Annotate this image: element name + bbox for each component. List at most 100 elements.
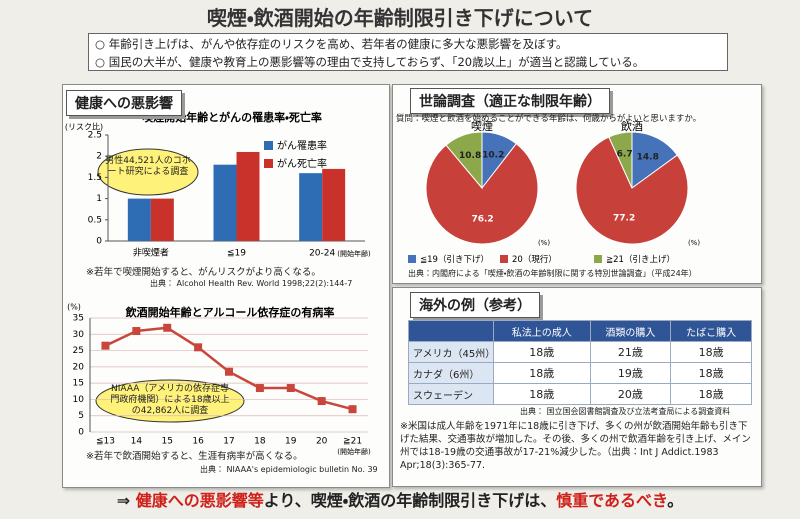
x-tick-label: ≦13 (96, 437, 115, 447)
legend-swatch (500, 255, 508, 263)
y-tick-label: 35 (73, 314, 84, 324)
y-tick-label: 20 (73, 362, 85, 372)
row-header: スウェーデン (408, 383, 494, 405)
overseas-note: ※米国は成人年齢を1971年に18歳に引き下げ、多くの州が飲酒開始年齢も引き下げ… (400, 421, 751, 471)
pie-slice (445, 131, 483, 190)
cell: 18歳 (493, 383, 591, 405)
column-header: 酒類の購入 (589, 320, 672, 342)
annotation-bubble (97, 148, 199, 196)
conclusion-part: 健康への悪影響等 (135, 491, 264, 510)
pie-slice (608, 131, 633, 189)
table-row: スウェーデン 18歳 20歳 18歳 (408, 383, 752, 405)
cell: 18歳 (493, 341, 591, 363)
legend-label: ≧21（引き上げ） (606, 254, 675, 265)
value-label: 76.2 (471, 214, 493, 224)
y-tick-label: 15 (73, 379, 84, 389)
point (286, 384, 295, 393)
source: 出典： NIAAA's epidemiologic bulletin No. 3… (200, 465, 378, 474)
legend-label: がん死亡率 (277, 157, 327, 170)
x-tick-label: 14 (131, 437, 143, 447)
unit-label: (%) (538, 239, 550, 247)
y-axis-label: (リスク比) (65, 122, 103, 132)
table-row: アメリカ（45州） 18歳 21歳 18歳 (408, 341, 752, 363)
value-label: 6.7 (617, 150, 633, 160)
y-tick-label: 0.5 (88, 215, 102, 225)
unit-label: (%) (688, 239, 700, 247)
bullet: ○ 年齢引き上げは、がんや依存症のリスクを高め、若年者の健康に多大な悪影響を及ぼ… (95, 37, 568, 51)
y-axis-label: (%) (67, 303, 81, 312)
legend-swatch (408, 255, 416, 263)
legend-label: ≦19（引き下げ） (420, 254, 489, 265)
bullet-box: ○ 年齢引き上げは、がんや依存症のリスクを高め、若年者の健康に多大な悪影響を及ぼ… (88, 33, 728, 71)
cell: 18歳 (670, 362, 752, 384)
x-tick-label: ≧21 (343, 437, 362, 447)
value-label: 10.8 (459, 151, 481, 161)
point (225, 367, 233, 376)
row-header: カナダ（6州） (408, 362, 494, 384)
note: ※若年で飲酒開始すると、生涯有病率が高くなる。 (86, 451, 303, 462)
cell: 18歳 (670, 341, 752, 363)
source: 出典： Alcohol Health Rev. World 1998;22(2)… (150, 279, 353, 288)
cell: 21歳 (589, 341, 672, 363)
x-tick-label: 17 (223, 437, 234, 447)
table-header: 私法上の成人 酒類の購入 たばこ購入 (408, 320, 752, 342)
point (132, 327, 141, 336)
cell: 18歳 (493, 362, 591, 384)
y-tick-label: 10 (73, 395, 85, 405)
conclusion-part: 。 (667, 491, 684, 510)
y-tick-label: 5 (78, 411, 84, 421)
x-tick-label: 19 (285, 437, 297, 447)
pie-slice (631, 131, 678, 189)
section-heading: 世論調査（適正な制限年齢） (410, 88, 610, 114)
conclusion-part: ⇒ (116, 491, 136, 510)
y-tick-label: 2 (96, 152, 102, 162)
x-tick-label: 非喫煙者 (133, 247, 169, 259)
bar (213, 164, 237, 241)
annotation-bubble (95, 379, 245, 423)
row-header: アメリカ（45州） (408, 341, 495, 363)
point (101, 341, 110, 350)
chart-title: 喫煙開始年齢とがんの罹患率・死亡率 (142, 110, 322, 124)
table-row: カナダ（6州） 18歳 19歳 18歳 (408, 362, 752, 384)
note: ※若年で喫煙開始すると、がんリスクがより高くなる。 (86, 267, 321, 278)
legend-swatch (594, 255, 602, 263)
x-tick-label: 15 (161, 437, 172, 447)
y-tick-label: 2.5 (88, 131, 102, 141)
value-label: 14.8 (637, 153, 659, 163)
point (255, 384, 264, 393)
point (348, 405, 357, 414)
conclusion-part: 慎重であるべき (556, 491, 668, 510)
x-tick-label: 16 (192, 437, 204, 447)
bar (322, 168, 346, 241)
conclusion: ⇒ 健康への悪影響等より、喫煙・飲酒の年齢制限引き下げは、慎重であるべき。 (0, 487, 800, 511)
pie-slice (425, 143, 539, 245)
y-tick-label: 0 (78, 428, 84, 438)
source: 出典： 国立国会図書館調査及び立法考査局による調査資料 (520, 407, 731, 416)
point (163, 323, 172, 332)
legend-label: 20（現行） (512, 254, 557, 265)
y-tick-label: 30 (73, 330, 85, 340)
y-tick-label: 1.5 (88, 173, 102, 183)
y-tick-label: 25 (73, 346, 84, 356)
source: 出典：内閣府による「喫煙・飲酒の年齢制限に関する特別世論調査」（平成24年） (408, 269, 697, 278)
column-header: 私法上の成人 (493, 320, 591, 342)
cell: 18歳 (670, 383, 752, 405)
legend-swatch (264, 141, 273, 150)
section-heading: 海外の例（参考） (410, 292, 540, 318)
bar (236, 151, 260, 241)
value-label: 10.2 (482, 151, 504, 161)
x-tick-label: 20 (316, 437, 328, 447)
bullet: ○ 国民の大半が、健康や教育上の悪影響等の理由で支持しておらず、「20歳以上」が… (95, 55, 645, 69)
bar (299, 173, 323, 241)
legend-swatch (264, 159, 273, 168)
section-heading: 健康への悪影響 (66, 90, 182, 116)
y-tick-label: 1 (96, 194, 102, 204)
pie-title: 飲酒 (621, 119, 643, 133)
conclusion-part: より、喫煙・飲酒の年齢制限引き下げは、 (263, 491, 557, 510)
bar (127, 198, 151, 241)
overseas-table: 私法上の成人 酒類の購入 たばこ購入 アメリカ（45州） 18歳 21歳 18歳… (408, 320, 752, 405)
